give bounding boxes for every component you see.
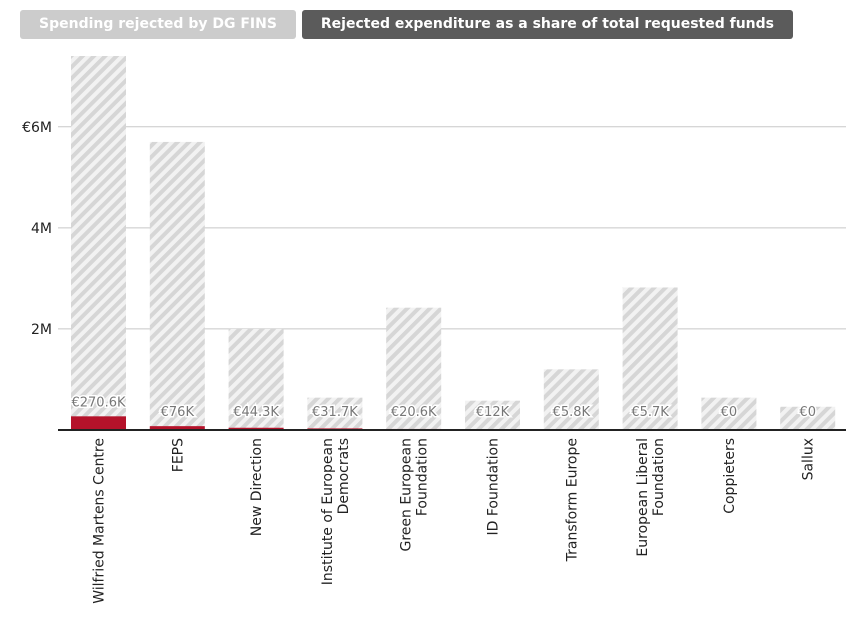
category-label-line: New Direction	[249, 438, 265, 536]
category-label-line: Foundation	[415, 438, 431, 516]
data-label: €20.6K	[391, 405, 437, 420]
bars-layer	[71, 56, 836, 430]
category-label-line: European Liberal	[635, 438, 651, 557]
total-funds-bar[interactable]	[701, 397, 757, 430]
rejected-bar[interactable]	[149, 426, 205, 430]
category-label: ID Foundation	[486, 438, 502, 536]
total-funds-bar[interactable]	[307, 397, 363, 430]
rejected-bar[interactable]	[228, 427, 284, 430]
y-tick-label: €6M	[22, 120, 52, 136]
labels-layer: €270.6K €76K €44.3K €31.7K €20.6K €12K €5.8K €5…	[70, 394, 817, 422]
category-label: New Direction	[249, 438, 265, 536]
rejected-bar[interactable]	[71, 416, 126, 430]
data-label: €270.6K	[71, 395, 125, 410]
category-label: Coppieters	[722, 438, 738, 514]
category-label: Transform Europe	[564, 438, 580, 562]
y-tick-label: 4M	[31, 221, 52, 237]
category-label-line: Green European	[399, 438, 415, 552]
total-funds-bar[interactable]	[622, 287, 678, 430]
tab-rejected-share[interactable]: Rejected expenditure as a share of total…	[301, 10, 793, 39]
category-label-line: Democrats	[336, 438, 352, 514]
category-label: Sallux	[801, 438, 817, 480]
tab-spending-rejected[interactable]: Spending rejected by DG FINS	[20, 10, 296, 39]
category-label-line: Sallux	[801, 438, 817, 480]
category-label: FEPS	[170, 438, 186, 472]
data-label: €0	[799, 405, 816, 420]
data-label: €5.7K	[631, 405, 669, 420]
total-funds-bar[interactable]	[149, 141, 205, 430]
category-label-line: Institute of European	[320, 438, 336, 585]
data-label: €0	[721, 405, 738, 420]
chart-tabs: Spending rejected by DG FINS Rejected ex…	[20, 10, 793, 39]
category-label: European Liberal Foundation	[635, 438, 667, 557]
category-label-line: Coppieters	[722, 438, 738, 514]
data-label: €76K	[161, 405, 195, 420]
category-label-line: Transform Europe	[564, 438, 580, 562]
total-funds-bar[interactable]	[780, 406, 836, 430]
total-funds-bar[interactable]	[465, 400, 520, 430]
grid-layer: 2M 4M €6M	[22, 120, 846, 338]
category-labels: Wilfried Martens Centre FEPS New Direction…	[58, 429, 846, 604]
category-label-line: FEPS	[170, 438, 186, 472]
total-funds-bar[interactable]	[71, 56, 126, 430]
data-label: €12K	[476, 405, 510, 420]
data-label: €5.8K	[553, 405, 591, 420]
category-label: Wilfried Martens Centre	[92, 438, 108, 604]
data-label: €31.7K	[312, 405, 358, 420]
y-tick-label: 2M	[31, 322, 52, 338]
total-funds-bar[interactable]	[228, 328, 284, 430]
category-label-line: ID Foundation	[486, 438, 502, 536]
data-label: €44.3K	[233, 405, 279, 420]
total-funds-bar[interactable]	[386, 307, 442, 430]
category-label-line: Foundation	[651, 438, 667, 516]
category-label: Green European Foundation	[399, 438, 431, 552]
category-label: Institute of European Democrats	[320, 438, 352, 585]
category-label-line: Wilfried Martens Centre	[92, 438, 108, 604]
total-funds-bar[interactable]	[543, 369, 599, 430]
